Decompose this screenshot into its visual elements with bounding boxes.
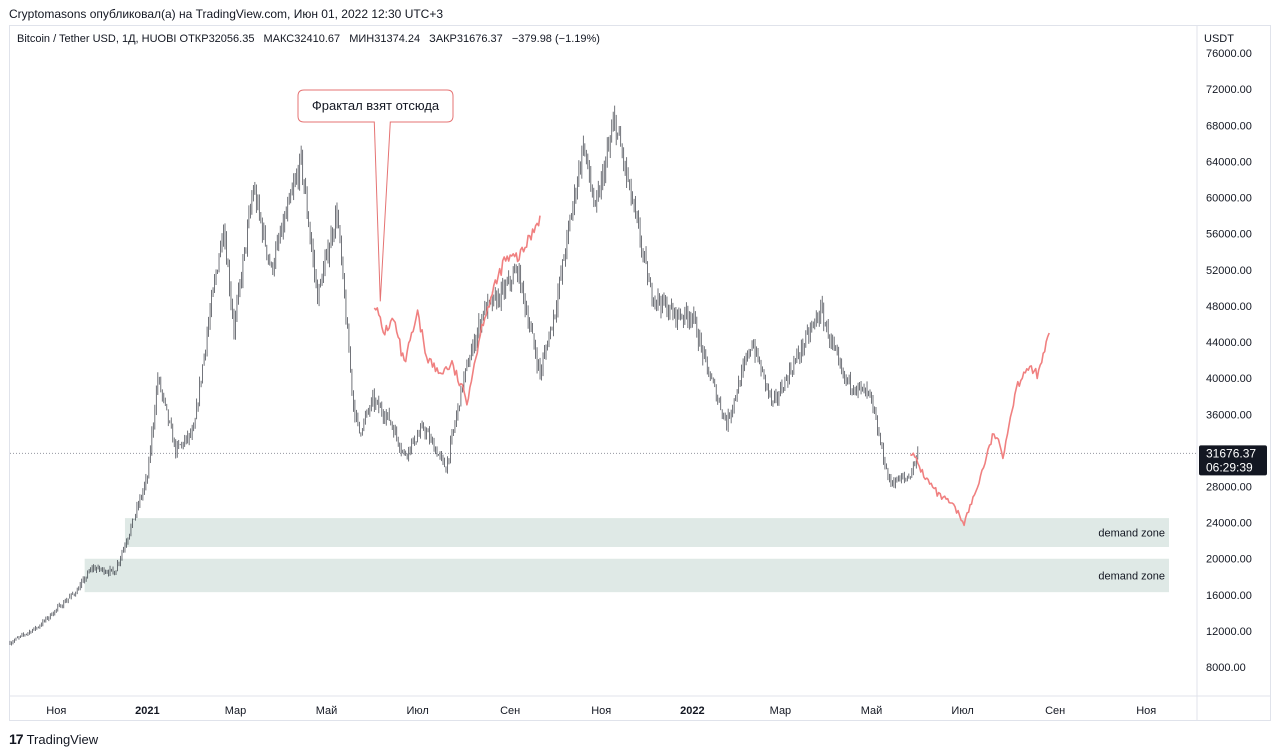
y-tick-label: 16000.00 <box>1206 590 1252 602</box>
y-tick-label: 12000.00 <box>1206 626 1252 638</box>
change-value: −379.98 (−1.19%) <box>511 33 600 45</box>
x-tick-label: Мар <box>770 705 792 717</box>
low-value: 31374.24 <box>374 33 421 45</box>
badge-price: 31676.37 <box>1206 446 1256 460</box>
y-tick-label: 8000.00 <box>1206 662 1246 674</box>
currency-label: USDT <box>1204 33 1234 45</box>
publication-line: Cryptomasons опубликовал(а) на TradingVi… <box>9 7 444 21</box>
last-price-badge: 31676.37 06:29:39 <box>1199 445 1267 476</box>
x-tick-label: Ноя <box>46 705 66 717</box>
callout-bubble[interactable] <box>297 89 454 302</box>
x-tick-label: Ноя <box>591 705 611 717</box>
y-tick-label: 20000.00 <box>1206 554 1252 566</box>
x-tick-label: 2021 <box>135 705 159 717</box>
y-tick-label: 64000.00 <box>1206 156 1252 168</box>
demand-zones: demand zone demand zone <box>84 518 1170 593</box>
close-value: 31676.37 <box>456 33 503 45</box>
chart-frame <box>9 25 1271 721</box>
open-label: ОТКР <box>179 33 209 45</box>
time-axis[interactable]: Ноя 2021 Мар Май Июл Сен Ноя 2022 Мар Май Июл Сен Но… <box>46 705 1156 717</box>
x-tick-label: Июл <box>406 705 428 717</box>
x-tick-label: Май <box>861 705 883 717</box>
close-label: ЗАКР <box>429 33 457 45</box>
badge-countdown: 06:29:39 <box>1206 460 1253 474</box>
symbol-name: Bitcoin / Tether USD, 1Д, HUOBI <box>17 33 177 45</box>
fractal-projection <box>373 215 1050 527</box>
open-value: 32056.35 <box>208 33 255 45</box>
demand-zone[interactable] <box>84 558 1170 593</box>
x-tick-label: Сен <box>500 705 520 717</box>
x-tick-label: Сен <box>1045 705 1065 717</box>
y-tick-label: 68000.00 <box>1206 120 1252 132</box>
x-tick-label: Май <box>316 705 338 717</box>
x-tick-label: Июл <box>951 705 973 717</box>
high-value: 32410.67 <box>294 33 341 45</box>
y-tick-label: 76000.00 <box>1206 48 1252 60</box>
x-tick-label: Ноя <box>1136 705 1156 717</box>
y-tick-label: 56000.00 <box>1206 229 1252 241</box>
y-tick-label: 72000.00 <box>1206 84 1252 96</box>
demand-zone-label: demand zone <box>1098 570 1165 582</box>
price-axis[interactable]: 8000.00 12000.00 16000.00 20000.00 24000.00 2… <box>1206 48 1252 674</box>
y-tick-label: 24000.00 <box>1206 518 1252 530</box>
symbol-header[interactable]: Bitcoin / Tether USD, 1Д, HUOBI ОТКР3205… <box>17 33 600 45</box>
fractal-line <box>373 215 541 406</box>
demand-zone[interactable] <box>124 518 1170 548</box>
annotation-callout[interactable]: Фрактал взят отсюда <box>297 89 454 302</box>
x-tick-label: 2022 <box>680 705 704 717</box>
badge-background <box>1199 445 1267 476</box>
x-tick-label: Мар <box>225 705 247 717</box>
tradingview-footer[interactable]: 17 TradingView <box>9 731 98 747</box>
low-label: МИН <box>349 33 375 45</box>
y-tick-label: 60000.00 <box>1206 193 1252 205</box>
y-tick-label: 36000.00 <box>1206 409 1252 421</box>
annotation-text: Фрактал взят отсюда <box>312 98 440 113</box>
high-label: МАКС <box>263 33 295 45</box>
y-tick-label: 48000.00 <box>1206 301 1252 313</box>
brand-name: TradingView <box>26 731 99 747</box>
y-tick-label: 44000.00 <box>1206 337 1252 349</box>
tradingview-logo-icon: 17 <box>9 731 24 747</box>
fractal-line <box>910 332 1050 527</box>
demand-zone-label: demand zone <box>1098 528 1165 540</box>
y-tick-label: 52000.00 <box>1206 265 1252 277</box>
candles <box>9 105 919 646</box>
y-tick-label: 40000.00 <box>1206 373 1252 385</box>
y-tick-label: 28000.00 <box>1206 482 1252 494</box>
